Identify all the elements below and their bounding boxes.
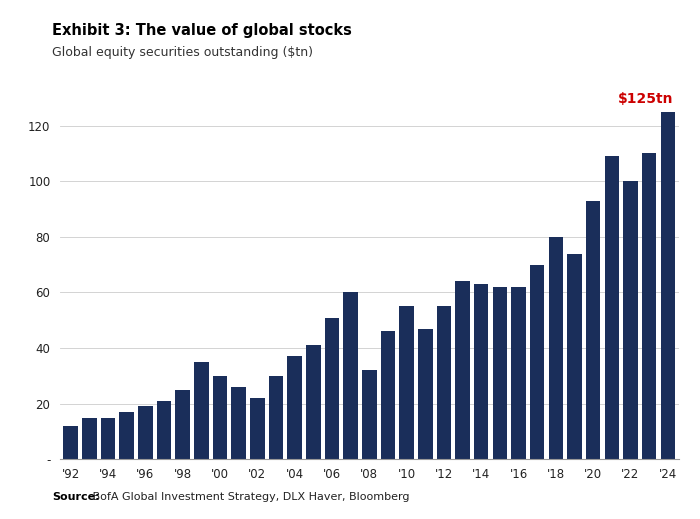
Text: Exhibit 3: The value of global stocks: Exhibit 3: The value of global stocks [52,23,352,38]
Bar [586,201,601,459]
Bar [343,293,358,459]
Bar [101,418,116,459]
Bar [138,406,153,459]
Bar [511,287,526,459]
Bar [269,376,284,459]
Bar [120,412,134,459]
Bar [82,418,97,459]
Bar [567,254,582,459]
Bar [455,281,470,459]
Text: Source:: Source: [52,493,100,502]
Text: Global equity securities outstanding ($tn): Global equity securities outstanding ($t… [52,46,314,59]
Bar [399,306,414,459]
Bar [530,265,545,459]
Bar [437,306,452,459]
Bar [306,345,321,459]
Bar [474,284,489,459]
Bar [549,237,563,459]
Bar [287,357,302,459]
Bar [232,387,246,459]
Bar [642,154,657,459]
Bar [64,426,78,459]
Bar [325,318,340,459]
Bar [213,376,228,459]
Bar [661,112,675,459]
Bar [176,390,190,459]
Bar [194,362,209,459]
Text: $125tn: $125tn [618,92,673,106]
Bar [418,329,433,459]
Bar [605,156,619,459]
Bar [493,287,507,459]
Bar [623,181,638,459]
Bar [250,398,265,459]
Bar [381,332,395,459]
Text: BofA Global Investment Strategy, DLX Haver, Bloomberg: BofA Global Investment Strategy, DLX Hav… [89,493,410,502]
Bar [362,371,377,459]
Bar [157,401,172,459]
